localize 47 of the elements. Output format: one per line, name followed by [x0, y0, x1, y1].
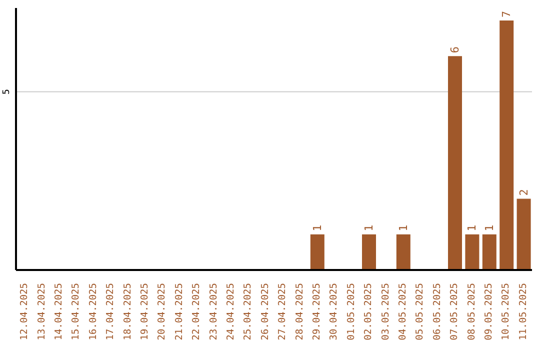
x-tick-label: 11.05.2025 — [518, 283, 529, 340]
x-tick-label: 22.04.2025 — [191, 283, 202, 340]
x-tick-label: 06.05.2025 — [432, 283, 443, 340]
data-label: 2 — [517, 189, 530, 196]
x-tick-label: 01.05.2025 — [346, 283, 357, 340]
x-tick-label: 10.05.2025 — [500, 283, 512, 340]
data-label: 1 — [396, 224, 410, 232]
x-tick-label: 17.04.2025 — [105, 283, 116, 340]
data-label: 1 — [362, 224, 376, 232]
bar — [396, 234, 410, 270]
bar — [465, 234, 480, 270]
bar — [516, 198, 531, 270]
data-label: 6 — [448, 46, 462, 54]
x-tick-label: 27.04.2025 — [277, 283, 288, 340]
data-label: 1 — [482, 224, 496, 232]
x-tick-label: 13.04.2025 — [36, 283, 48, 340]
bar — [310, 234, 324, 270]
x-tick-label: 04.05.2025 — [398, 283, 408, 340]
x-tick-label: 05.05.2025 — [414, 283, 426, 340]
x-tick-label: 30.04.2025 — [328, 283, 340, 340]
x-tick-label: 29.04.2025 — [312, 283, 322, 340]
x-tick-label: 02.05.2025 — [363, 283, 374, 340]
y-tick-label: 5 — [2, 89, 12, 94]
x-tick-label: 23.04.2025 — [208, 283, 220, 340]
x-tick-label: 21.04.2025 — [174, 283, 185, 340]
bar — [500, 20, 514, 270]
x-tick-label: 20.04.2025 — [156, 283, 168, 340]
bar — [448, 56, 462, 270]
x-tick-label: 24.04.2025 — [226, 283, 236, 340]
data-label: 1 — [310, 224, 324, 232]
x-tick-label: 19.04.2025 — [140, 283, 150, 340]
x-tick-label: 08.05.2025 — [466, 283, 478, 340]
x-tick-label: 09.05.2025 — [484, 283, 494, 340]
data-label: 1 — [466, 224, 479, 232]
data-label: 7 — [500, 10, 514, 18]
x-tick-label: 14.04.2025 — [54, 283, 64, 340]
x-tick-label: 15.04.2025 — [70, 283, 82, 340]
x-tick-label: 03.05.2025 — [380, 283, 392, 340]
bar — [482, 234, 496, 270]
x-tick-label: 07.05.2025 — [449, 283, 460, 340]
x-tick-label: 12.04.2025 — [19, 283, 30, 340]
bar — [362, 234, 376, 270]
x-tick-label: 16.04.2025 — [88, 283, 99, 340]
x-tick-label: 25.04.2025 — [242, 283, 254, 340]
x-tick-label: 18.04.2025 — [122, 283, 134, 340]
x-tick-label: 26.04.2025 — [260, 283, 271, 340]
x-tick-label: 28.04.2025 — [294, 283, 306, 340]
